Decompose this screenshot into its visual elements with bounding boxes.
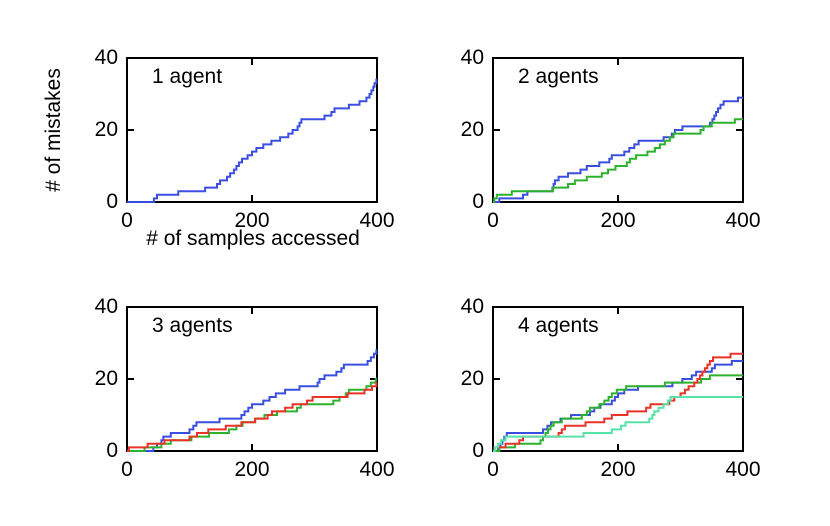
series-line-agent-1 — [127, 78, 378, 203]
y-tick-label: 40 — [460, 46, 484, 70]
subplot-2-agents: 2 agents 0 200 400 0 20 40 — [461, 47, 761, 231]
x-tick-label: 0 — [121, 458, 133, 481]
x-tick-label: 400 — [359, 458, 395, 481]
chart-canvas — [492, 306, 744, 452]
chart-canvas — [126, 57, 378, 203]
y-tick-label: 20 — [460, 367, 484, 391]
x-tick-label: 400 — [725, 209, 761, 232]
x-tick-label: 200 — [234, 209, 270, 232]
series-line-agent-4 — [493, 396, 743, 452]
y-tick-label: 20 — [460, 118, 484, 142]
x-tick-label: 0 — [487, 209, 499, 232]
x-tick-label: 0 — [121, 209, 133, 232]
y-tick-label: 40 — [460, 295, 484, 319]
axis-box — [492, 306, 744, 452]
y-tick-label: 0 — [472, 439, 484, 463]
y-tick-label: 40 — [94, 46, 118, 70]
series-line-agent-1 — [493, 96, 743, 203]
subplot-title: 4 agents — [518, 314, 599, 337]
axis-box — [492, 57, 744, 203]
y-tick-label: 40 — [94, 295, 118, 319]
chart-canvas — [126, 306, 378, 452]
y-tick-label: 20 — [94, 367, 118, 391]
y-tick-label: 20 — [94, 118, 118, 142]
y-tick-label: 0 — [472, 190, 484, 214]
x-axis-label: # of samples accessed — [146, 227, 360, 250]
subplot-3-agents: 3 agents 0 200 400 0 20 40 — [95, 296, 395, 480]
series-line-agent-2 — [493, 374, 743, 452]
subplot-4-agents: 4 agents 0 200 400 0 20 40 — [461, 296, 761, 480]
subplot-title: 3 agents — [152, 314, 233, 337]
series-line-agent-3 — [127, 381, 378, 452]
subplot-title: 1 agent — [152, 65, 223, 88]
subplot-title: 2 agents — [518, 65, 599, 88]
x-tick-label: 200 — [600, 209, 636, 232]
x-tick-label: 0 — [487, 458, 499, 481]
x-tick-label: 200 — [234, 458, 270, 481]
subplot-1-agent: 1 agent 0 200 400 0 20 40 — [95, 47, 395, 231]
series-line-agent-1 — [127, 349, 378, 452]
x-tick-label: 200 — [600, 458, 636, 481]
y-tick-label: 0 — [106, 439, 118, 463]
x-tick-label: 400 — [359, 209, 395, 232]
axis-box — [126, 57, 378, 203]
series-line-agent-2 — [493, 118, 743, 203]
y-tick-label: 0 — [106, 190, 118, 214]
chart-canvas — [492, 57, 744, 203]
y-axis-label: # of mistakes — [42, 68, 65, 192]
x-tick-label: 400 — [725, 458, 761, 481]
